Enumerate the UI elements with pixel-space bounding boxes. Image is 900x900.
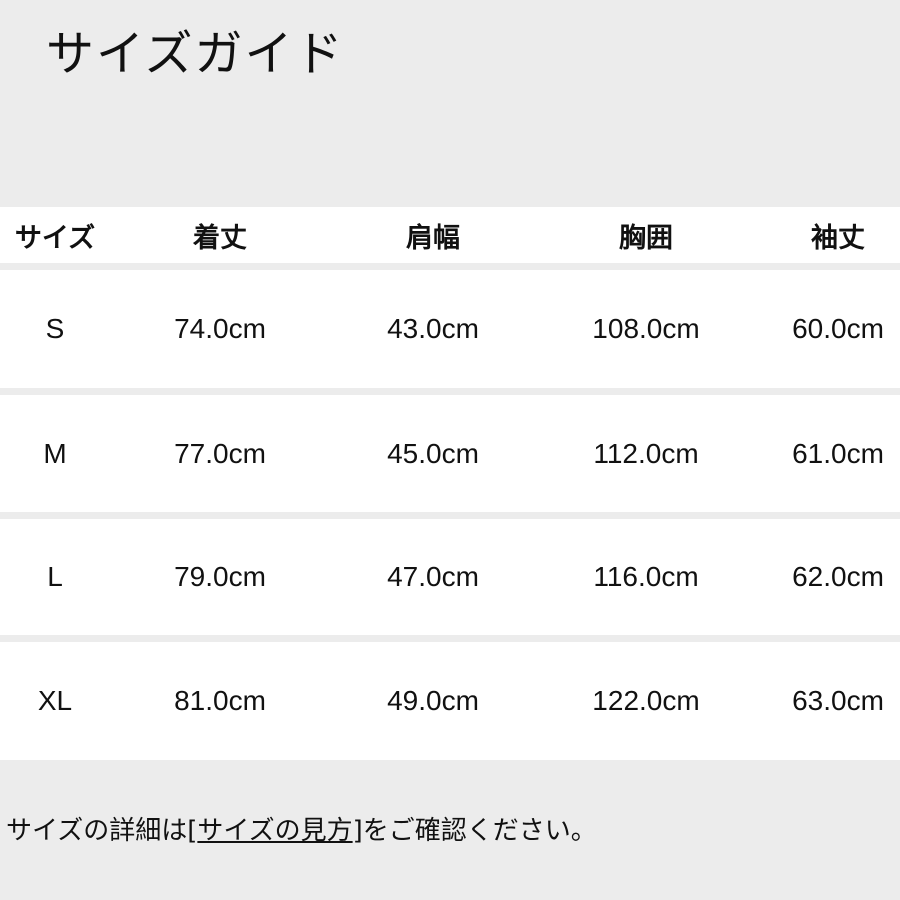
cell-chest: 108.0cm	[592, 313, 700, 344]
header-chest: 胸囲	[619, 222, 673, 254]
cell-sleeve: 60.0cm	[792, 313, 884, 344]
size-guide-link[interactable]: サイズの見方	[197, 816, 353, 846]
cell-sleeve: 62.0cm	[792, 561, 884, 592]
note-prefix: サイズの詳細は[	[6, 816, 198, 846]
header-sleeve: 袖丈	[811, 222, 865, 254]
cell-shoulder: 49.0cm	[387, 685, 479, 716]
header-shoulder: 肩幅	[406, 222, 460, 254]
cell-size: L	[47, 561, 63, 592]
size-note: サイズの詳細は[サイズの見方]をご確認ください。	[6, 810, 597, 847]
page-title: サイズガイド	[46, 26, 345, 82]
cell-length: 81.0cm	[174, 685, 266, 716]
cell-length: 79.0cm	[174, 561, 266, 592]
cell-shoulder: 45.0cm	[387, 437, 479, 469]
table-row: XL 81.0cm 49.0cm 122.0cm 63.0cm	[0, 642, 900, 760]
table-row: M 77.0cm 45.0cm 112.0cm 61.0cm	[0, 395, 900, 512]
table-header: サイズ 着丈 肩幅 胸囲 袖丈	[0, 207, 900, 263]
cell-chest: 116.0cm	[593, 561, 699, 592]
header-length: 着丈	[193, 222, 247, 254]
cell-shoulder: 47.0cm	[387, 561, 479, 592]
table-row: L 79.0cm 47.0cm 116.0cm 62.0cm	[0, 519, 900, 635]
cell-size: S	[45, 313, 65, 344]
cell-size: XL	[37, 685, 73, 716]
cell-sleeve: 63.0cm	[792, 685, 884, 716]
header-size: サイズ	[14, 222, 96, 254]
cell-chest: 122.0cm	[592, 685, 700, 716]
cell-shoulder: 43.0cm	[387, 313, 479, 344]
cell-length: 77.0cm	[174, 437, 266, 469]
note-suffix: ]をご確認ください。	[352, 816, 597, 846]
cell-size: M	[43, 437, 67, 469]
cell-length: 74.0cm	[174, 313, 266, 344]
table-row: S 74.0cm 43.0cm 108.0cm 60.0cm	[0, 270, 900, 388]
cell-chest: 112.0cm	[593, 437, 699, 469]
cell-sleeve: 61.0cm	[792, 437, 884, 469]
